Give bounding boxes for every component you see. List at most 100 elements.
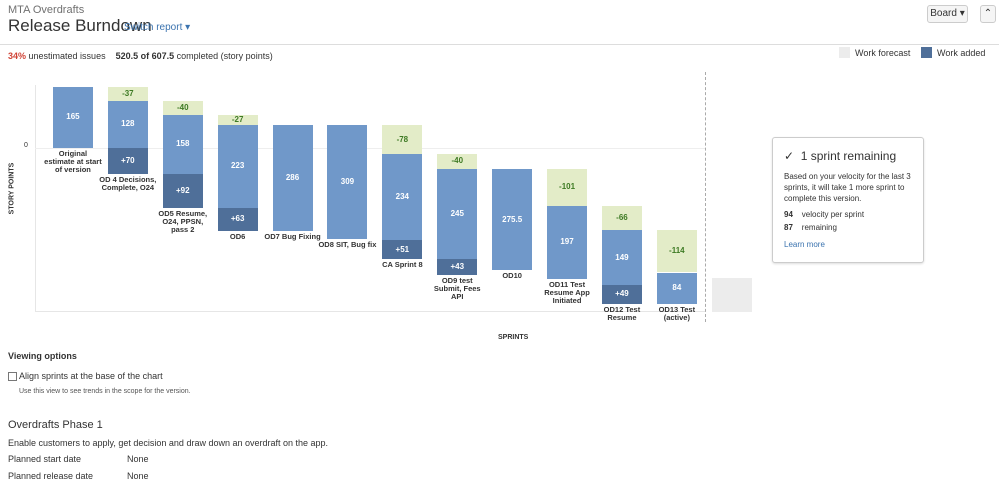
data-label: +70 bbox=[121, 155, 135, 165]
bar-segment bbox=[492, 168, 533, 271]
field-label: Planned release date bbox=[8, 471, 94, 481]
velocity-value: 94 bbox=[784, 210, 793, 219]
y-tick-label: 0 bbox=[24, 141, 28, 149]
version-name: Overdrafts Phase 1 bbox=[8, 419, 103, 431]
bar-segment bbox=[601, 285, 642, 304]
data-label: 245 bbox=[450, 209, 464, 218]
x-tick-label: OD12 Test Resume bbox=[603, 304, 641, 322]
bar-segment bbox=[272, 125, 313, 231]
data-label: 286 bbox=[285, 173, 300, 182]
data-label: -37 bbox=[122, 88, 134, 98]
bar-segment bbox=[327, 125, 368, 240]
bar-segment bbox=[162, 100, 203, 116]
field-value: None bbox=[127, 454, 149, 464]
bar-segment bbox=[601, 206, 642, 231]
project-name[interactable]: MTA Overdrafts bbox=[8, 4, 85, 16]
board-label[interactable]: Board bbox=[930, 8, 957, 19]
remaining-row: 87 remaining bbox=[784, 223, 837, 232]
header-divider bbox=[0, 44, 999, 45]
prediction-panel: ✓ 1 sprint remaining Based on your veloc… bbox=[772, 137, 924, 263]
prediction-title-text: 1 sprint remaining bbox=[800, 149, 897, 163]
bar-segment bbox=[382, 240, 423, 260]
x-tick-label: OD7 Bug Fixing bbox=[264, 231, 321, 241]
collapse-button[interactable]: ⌃ bbox=[980, 5, 996, 23]
data-label: 197 bbox=[560, 237, 574, 247]
prediction-text: Based on your velocity for the last 3 sp… bbox=[784, 172, 911, 203]
x-tick-label: OD10 bbox=[502, 271, 522, 281]
data-label: -78 bbox=[396, 134, 409, 144]
data-label: 128 bbox=[121, 119, 135, 129]
y-axis-label: STORY POINTS bbox=[8, 162, 16, 215]
bar-segment bbox=[437, 168, 478, 260]
x-tick-label: OD11 Test Resume App Initiated bbox=[544, 279, 590, 305]
version-description: Enable customers to apply, get decision … bbox=[8, 438, 329, 448]
bar-segment bbox=[217, 207, 258, 231]
switch-report[interactable]: Switch report ▾ bbox=[124, 22, 191, 33]
data-label: 165 bbox=[66, 112, 80, 122]
bar-segment bbox=[656, 272, 697, 304]
data-label: -114 bbox=[669, 246, 685, 256]
bar-segment bbox=[162, 115, 203, 174]
x-tick-label: OD9 test Submit, Fees API bbox=[433, 276, 481, 302]
legend-label: Work forecast bbox=[855, 48, 911, 58]
legend-swatch bbox=[839, 47, 850, 58]
checkbox-label[interactable]: Align sprints at the base of the chart bbox=[19, 371, 163, 381]
unestimated-pct: 34% bbox=[8, 51, 27, 61]
chart: STORY POINTS SPRINTS 0 165 Original estima… bbox=[8, 72, 752, 341]
bar-segment bbox=[547, 206, 588, 279]
completed-label: completed (story points) bbox=[176, 51, 273, 61]
data-label: 234 bbox=[395, 192, 410, 202]
data-label: 223 bbox=[230, 161, 245, 171]
remaining-label: remaining bbox=[801, 223, 837, 232]
x-axis-label: SPRINTS bbox=[498, 334, 529, 341]
bar-segment bbox=[107, 86, 148, 101]
checkbox-hint: Use this view to see trends in the scope… bbox=[19, 388, 191, 395]
data-label: +43 bbox=[450, 262, 465, 272]
unestimated-label: unestimated issues bbox=[28, 51, 106, 61]
grid-line bbox=[35, 147, 705, 149]
velocity-label: velocity per sprint bbox=[801, 210, 865, 219]
plot-area bbox=[35, 85, 705, 312]
completed-points: 520.5 of 607.5 bbox=[115, 51, 175, 61]
data-label: +49 bbox=[615, 289, 629, 299]
x-tick-label: OD13 Test (active) bbox=[658, 304, 696, 322]
forecast-block bbox=[711, 278, 752, 312]
x-tick-label: OD5 Resume, O24, PPSN, pass 2 bbox=[158, 208, 208, 234]
bar-segment bbox=[217, 115, 258, 126]
x-tick-label: Original estimate at start of version bbox=[44, 148, 102, 174]
legend-label: Work added bbox=[937, 48, 986, 58]
data-label: -40 bbox=[451, 156, 464, 166]
x-tick-label: CA Sprint 8 bbox=[382, 260, 423, 270]
velocity-row: 94 velocity per sprint bbox=[784, 210, 864, 219]
legend-swatch bbox=[921, 47, 932, 58]
bar-segment bbox=[162, 173, 203, 208]
x-tick-label: OD8 SIT, Bug fix bbox=[318, 240, 377, 250]
board-button[interactable]: Board ▾ bbox=[927, 5, 968, 23]
data-label: +63 bbox=[230, 214, 245, 224]
bar-segment bbox=[656, 230, 697, 273]
field-label: Planned start date bbox=[8, 454, 82, 464]
data-label: 309 bbox=[340, 177, 355, 187]
bar-segment bbox=[437, 154, 478, 169]
data-label: -27 bbox=[231, 115, 244, 125]
stats: 34% unestimated issues 520.5 of 607.5 co… bbox=[8, 51, 273, 61]
page-title: Release Burndown bbox=[8, 16, 152, 35]
bar-segment bbox=[52, 86, 93, 148]
bar-segment bbox=[437, 259, 478, 276]
learn-more-link[interactable]: Learn more bbox=[784, 240, 825, 249]
x-tick-label: OD6 bbox=[229, 231, 246, 241]
data-label: +92 bbox=[175, 185, 190, 195]
bar-segment bbox=[107, 100, 148, 148]
data-label: 158 bbox=[176, 139, 190, 149]
data-label: 84 bbox=[672, 283, 682, 292]
field-value: None bbox=[127, 471, 149, 481]
bar-segment bbox=[382, 154, 423, 241]
viewing-options-title: Viewing options bbox=[8, 351, 77, 361]
switch-report-label[interactable]: Switch report bbox=[124, 22, 183, 33]
bar-segment bbox=[382, 125, 423, 154]
align-checkbox[interactable] bbox=[8, 372, 17, 381]
data-label: 149 bbox=[615, 252, 629, 262]
remaining-value: 87 bbox=[784, 223, 793, 232]
bar-segment bbox=[217, 125, 258, 208]
